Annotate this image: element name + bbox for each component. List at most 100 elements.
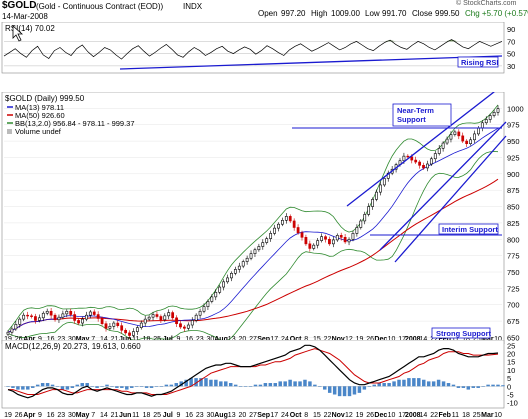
candle-body [73, 314, 77, 321]
candle-body [484, 119, 488, 124]
macd-histogram-bar [224, 381, 228, 387]
macd-histogram-bar [75, 384, 80, 387]
macd-histogram-bar [466, 386, 471, 390]
macd-histogram-bar [357, 386, 362, 393]
price-y-tick: 950 [507, 137, 520, 146]
macd-histogram-bar [238, 386, 243, 387]
rsi-line [3, 39, 503, 60]
macd-histogram-bar [80, 383, 84, 387]
macd-histogram-bar [313, 384, 317, 387]
candle-body [14, 324, 18, 330]
candle-body [57, 316, 61, 321]
candle-body [77, 320, 80, 324]
x-tick-label: Feb [439, 336, 451, 343]
x-tick-label: 18 [143, 336, 151, 343]
price-panel: 6506757007257507758008258508759009259509… [1, 92, 524, 344]
price-legend-symbol: $GOLD (Daily) 999.50 [5, 94, 85, 103]
candle-body [198, 310, 202, 316]
x-tick-label: 16 [185, 412, 193, 419]
candle-body [496, 108, 500, 113]
macd-histogram-bar [35, 384, 40, 387]
x-tick-label: 14 [420, 336, 428, 343]
chart-header: $GOLD (Gold - Continuous Contract (EOD))… [0, 0, 528, 22]
macd-histogram-bar [189, 378, 193, 387]
x-tick-label: 2008 [405, 336, 421, 343]
candle-body [382, 178, 386, 186]
x-tick-label: 8 [304, 412, 308, 419]
macd-histogram-bar [392, 381, 396, 387]
macd-histogram-bar [105, 384, 109, 387]
candle-body [233, 269, 237, 274]
candle-body [449, 134, 453, 140]
candle-body [171, 312, 175, 319]
candle-body [202, 306, 206, 312]
macd-y-tick: 10 [507, 366, 515, 375]
x-tick-label: Dec [374, 336, 387, 343]
macd-histogram-bar [6, 386, 10, 387]
strong-support-box [431, 327, 491, 339]
macd-histogram-bar [332, 386, 337, 395]
x-tick-label: 11 [452, 336, 459, 343]
candle-body [22, 314, 26, 320]
candle-body [226, 277, 229, 283]
price-y-tick: 825 [507, 219, 520, 228]
macd-histogram-bar [60, 386, 65, 390]
x-tick-label: 30 [206, 336, 214, 343]
macd-y-tick: 5 [507, 374, 511, 383]
x-tick-label: 22 [430, 412, 438, 419]
x-tick-label: 10 [388, 336, 396, 343]
macd-histogram-bar [16, 386, 20, 390]
macd-histogram-bar [372, 384, 377, 387]
cursor-arrow-icon [12, 25, 24, 42]
price-y-tick: 975 [507, 121, 520, 130]
x-tick-label: 26 [15, 336, 23, 343]
candle-body [18, 318, 22, 325]
x-tick-label: 17 [398, 336, 406, 343]
macd-histogram-bar [184, 379, 188, 387]
x-tick-label: 9 [176, 336, 180, 343]
macd-histogram-bar [367, 386, 372, 387]
support-channel-line [394, 135, 507, 263]
candle-body [45, 310, 49, 314]
rsi-y-tick: 50 [507, 50, 515, 59]
macd-histogram-bar [169, 384, 174, 387]
candle-body [257, 246, 261, 251]
macd-histogram-bar [164, 384, 169, 387]
x-tick-label: 19 [4, 412, 12, 419]
candle-body [85, 314, 88, 320]
candle-body [100, 318, 104, 325]
candle-body [92, 311, 96, 315]
candle-body [179, 323, 182, 328]
candle-body [10, 328, 14, 333]
x-tick-label: May [76, 412, 90, 419]
price-y-tick: 850 [507, 203, 520, 212]
bb-legend: BB(13,2.0) 956.84 - 978.11 - 999.37 [15, 119, 135, 128]
x-tick-label: Dec [374, 412, 387, 419]
x-tick-label: Apr [23, 336, 35, 343]
x-tick-label: 25 [153, 412, 161, 419]
macd-histogram-bar [382, 383, 386, 387]
macd-histogram-bar [144, 386, 149, 388]
candle-body [237, 265, 241, 270]
x-tick-label: 11 [132, 412, 139, 419]
candle-body [284, 216, 288, 221]
candle-body [433, 153, 437, 160]
candle-body [218, 286, 222, 293]
candle-body [139, 322, 143, 328]
x-tick-label: 19 [356, 336, 364, 343]
macd-signal-line [8, 348, 499, 395]
rsi-y-tick: 70 [507, 37, 515, 46]
bollinger-upper [7, 104, 499, 332]
price-y-tick: 725 [507, 284, 520, 293]
x-tick-label: Apr [23, 412, 35, 419]
candle-body [88, 311, 92, 316]
macd-histogram-bar [154, 386, 159, 387]
x-tick-label: Mar [481, 336, 494, 343]
close-label: Close [412, 9, 433, 18]
candle-body [426, 163, 429, 169]
candle-body [147, 316, 151, 320]
candle-body [143, 318, 147, 324]
x-tick-label: 17 [398, 412, 406, 419]
macd-histogram-bar [219, 381, 223, 387]
candle-body [69, 310, 73, 315]
